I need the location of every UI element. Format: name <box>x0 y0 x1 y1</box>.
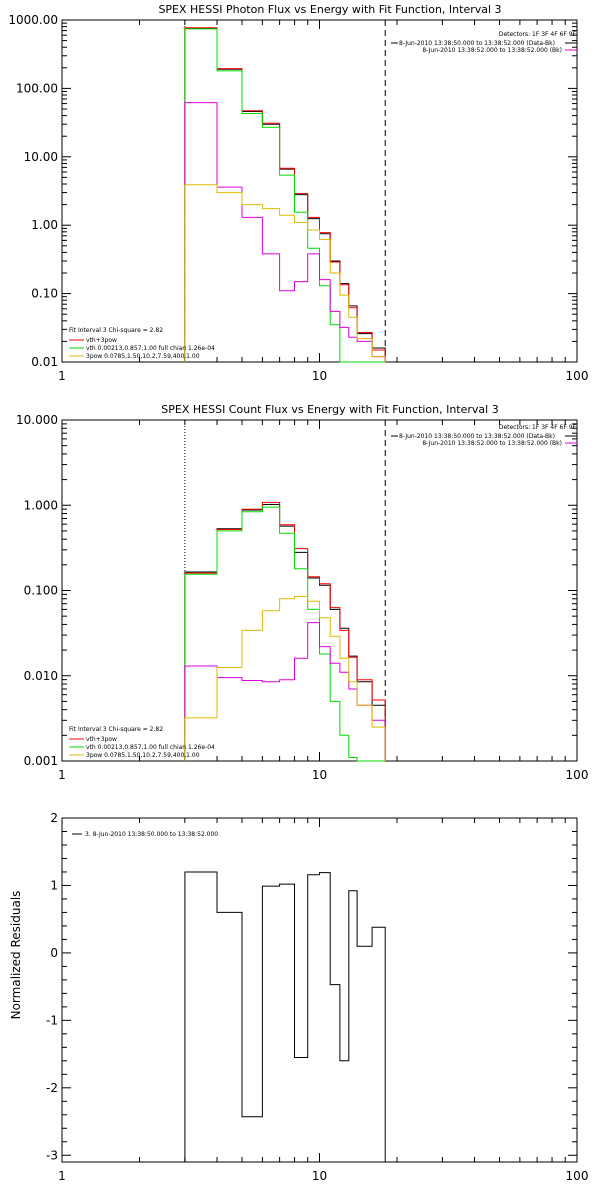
series-line-0 <box>184 27 386 362</box>
legend-bk: 8-Jun-2010 13:38:52.000 to 13:38:52.000 … <box>422 47 562 54</box>
x-tick-label: 1 <box>58 768 66 782</box>
y-tick-label: 1000.00 <box>8 13 58 27</box>
legend-interval: 3. 8-Jun-2010 13:38:50.000 to 13:38:52.0… <box>85 831 218 838</box>
x-tick-label: 100 <box>566 1169 589 1183</box>
fit-legend-total: vth+3pow <box>86 736 117 743</box>
y-tick-label: -2 <box>46 1081 58 1095</box>
x-tick-label: 1 <box>58 1169 66 1183</box>
fit-legend-header: Fit Interval 3 Chi-square = 2.82 <box>69 327 163 334</box>
series-line-0 <box>184 504 386 761</box>
y-tick-label: 0.001 <box>24 754 58 768</box>
fit-legend-vth: vth 0.00213,0.857,1.00 full chian 1.26e-… <box>86 345 215 352</box>
y-tick-label: 2 <box>50 811 58 825</box>
y-tick-label: 100.00 <box>16 81 58 95</box>
fit-legend-vth: vth 0.00213,0.857,1.00 full chian 1.26e-… <box>86 744 215 751</box>
legend-bk: 8-Jun-2010 13:38:52.000 to 13:38:52.000 … <box>422 440 562 447</box>
axes: 1 10 100 0.001 0.010 0.100 1.000 10.000 <box>16 413 588 782</box>
residuals-chart: Normalized Residuals 1 10 100 -3 -2 -1 0 1 2 3. … <box>9 811 588 1183</box>
fit-legend-3pow: 3pow 0.0785,1.50,10.2,7.59,400,1.00 <box>86 353 200 360</box>
photon-flux-chart: SPEX HESSI Photon Flux vs Energy with Fi… <box>8 3 588 383</box>
series-line-3 <box>184 102 386 362</box>
x-tick-label: 1 <box>58 369 66 383</box>
detectors-header: Detectors: 1F 3F 4F 6F 9F <box>499 31 577 38</box>
y-tick-label: 10.00 <box>24 150 58 164</box>
legend-data-bk: 8-Jun-2010 13:38:50.000 to 13:38:52.000 … <box>399 433 555 440</box>
x-tick-label: 100 <box>566 369 589 383</box>
axes: 1 10 100 0.01 0.10 1.00 10.00 100.00 1000.00 <box>8 13 588 383</box>
detectors-header: Detectors: 1F 3F 4F 6F 9F <box>499 424 577 431</box>
y-axis-label: Normalized Residuals <box>9 891 23 1020</box>
fit-legend-header: Fit Interval 3 Chi-square = 2.82 <box>69 726 163 733</box>
chart-title: SPEX HESSI Count Flux vs Energy with Fit… <box>161 403 498 416</box>
x-tick-label: 10 <box>312 369 327 383</box>
series-line-0 <box>184 871 386 1162</box>
plot-frame <box>61 19 578 363</box>
y-tick-label: 0.10 <box>31 287 58 301</box>
fit-legend: Fit Interval 3 Chi-square = 2.82 vth+3po… <box>69 726 215 759</box>
y-tick-label: 0 <box>50 946 58 960</box>
series-line-2 <box>184 28 386 363</box>
y-tick-label: 1.000 <box>24 498 58 512</box>
y-tick-label: 0.100 <box>24 584 58 598</box>
y-tick-label: 0.010 <box>24 669 58 683</box>
y-tick-label: -1 <box>46 1013 58 1027</box>
series-line-4 <box>184 184 386 362</box>
y-tick-label: 0.01 <box>31 355 58 369</box>
y-tick-label: 1 <box>50 878 58 892</box>
fit-legend-3pow: 3pow 0.0785,1.50,10.2,7.59,400,1.00 <box>86 752 200 759</box>
x-tick-label: 100 <box>566 768 589 782</box>
series-line-3 <box>184 622 386 761</box>
data-layer <box>184 20 386 363</box>
legend-data-bk: 8-Jun-2010 13:38:50.000 to 13:38:52.000 … <box>399 40 555 47</box>
series-line-1 <box>184 501 386 761</box>
data-layer <box>184 420 386 762</box>
series-line-1 <box>184 27 386 362</box>
axes: 1 10 100 -3 -2 -1 0 1 2 <box>46 811 588 1183</box>
data-layer <box>184 871 386 1162</box>
y-tick-label: 10.000 <box>16 413 58 427</box>
x-tick-label: 10 <box>312 768 327 782</box>
y-tick-label: -3 <box>46 1148 58 1162</box>
fit-legend-total: vth+3pow <box>86 337 117 344</box>
top-legend: Detectors: 1F 3F 4F 6F 9F 8-Jun-2010 13:… <box>391 31 577 54</box>
fit-legend: Fit Interval 3 Chi-square = 2.82 vth+3po… <box>69 327 215 360</box>
series-line-4 <box>184 596 386 761</box>
count-flux-chart: SPEX HESSI Count Flux vs Energy with Fit… <box>16 403 588 782</box>
residual-legend: 3. 8-Jun-2010 13:38:50.000 to 13:38:52.0… <box>72 831 218 838</box>
series-line-2 <box>184 506 386 762</box>
y-tick-label: 1.00 <box>31 218 58 232</box>
top-legend: Detectors: 1F 3F 4F 6F 9F 8-Jun-2010 13:… <box>391 424 577 447</box>
chart-title: SPEX HESSI Photon Flux vs Energy with Fi… <box>158 3 501 16</box>
x-tick-label: 10 <box>312 1169 327 1183</box>
plot-frame <box>61 817 578 1163</box>
plot-frame <box>61 419 578 762</box>
